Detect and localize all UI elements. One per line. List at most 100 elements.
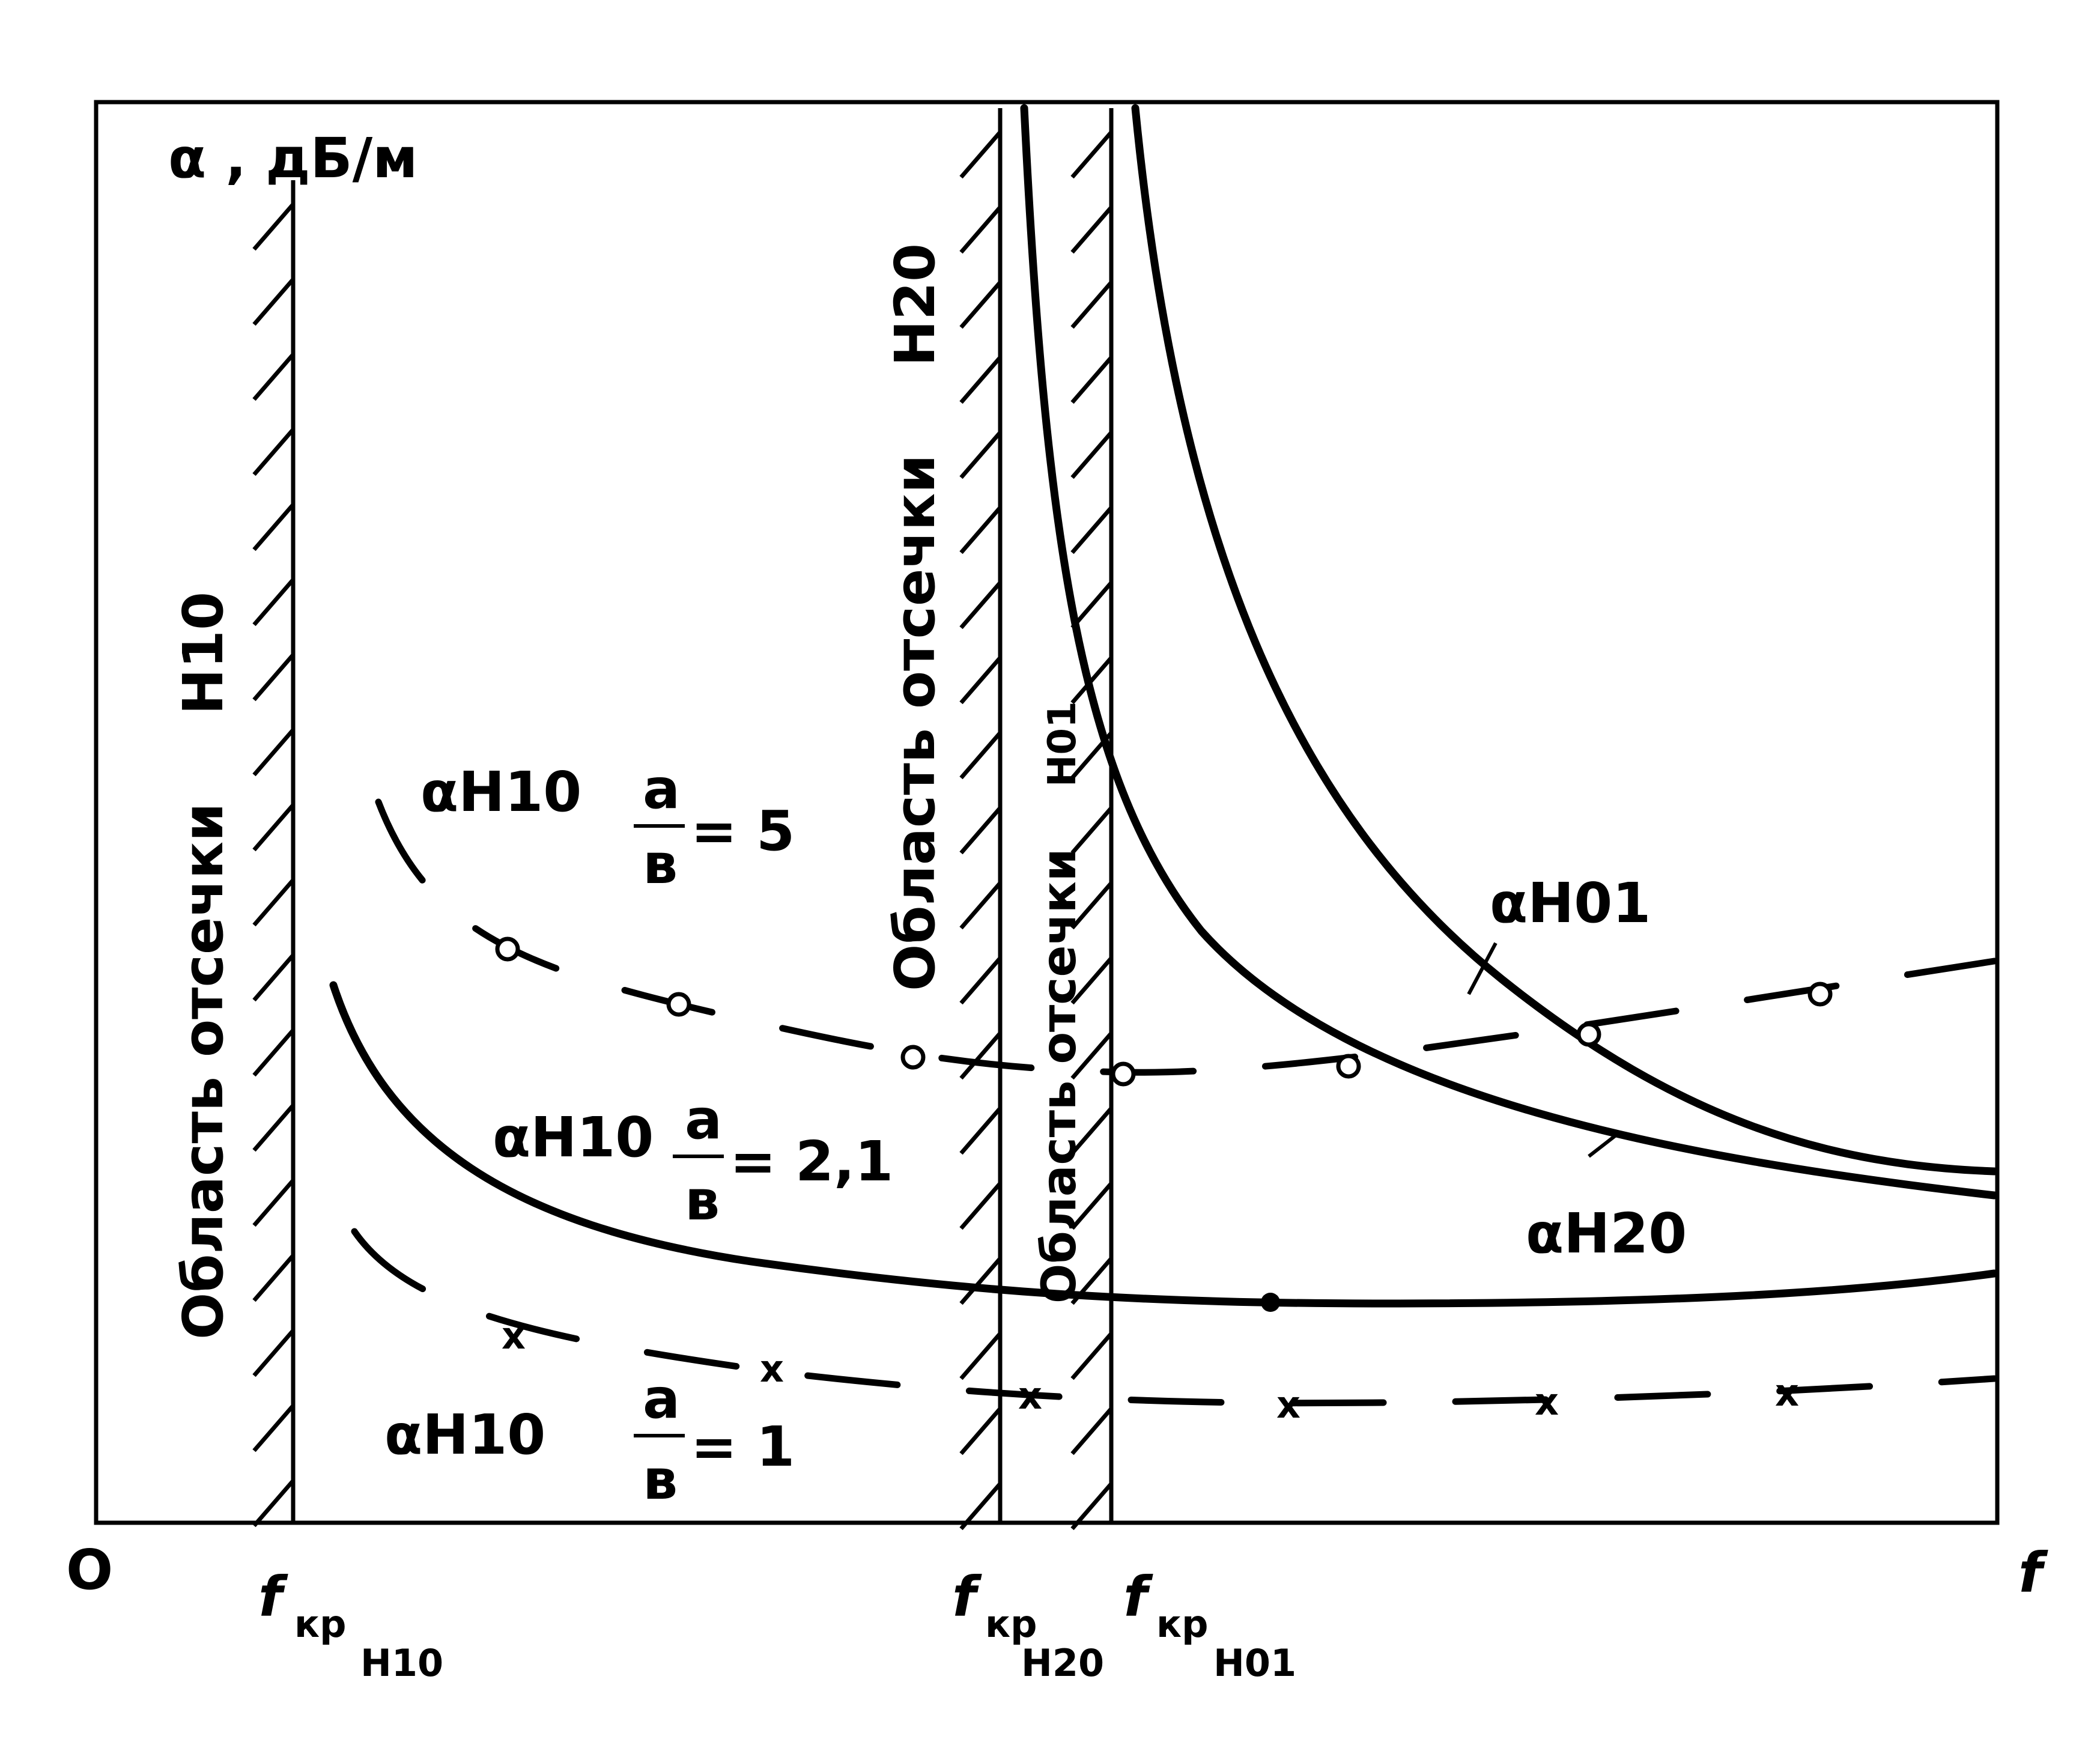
circle-marker (900, 1045, 926, 1070)
cutoff-sub1: кр (1156, 1602, 1208, 1646)
region-h20-label: Область отсечки H20 (883, 243, 947, 991)
hatch-tick (959, 356, 1002, 404)
hatch-tick (959, 431, 1002, 479)
ratio-value: = 5 (691, 799, 795, 863)
hatch-tick (252, 278, 295, 326)
circle-marker (666, 992, 691, 1017)
ratio-numerator: a (643, 757, 680, 821)
x-marker: x (502, 1314, 526, 1358)
hatch-h10 (252, 202, 295, 1528)
region-h01-text: Область отсечки (1033, 848, 1087, 1303)
hatch-tick (252, 878, 295, 927)
ratio-denominator: в (643, 832, 678, 896)
cutoff-label-h10: f кр H10 (258, 1565, 443, 1685)
ratio-numerator: a (643, 1367, 680, 1431)
region-h10-mode: H10 (171, 592, 235, 715)
hatch-tick (1070, 1106, 1113, 1155)
label-h20: αH20 (1526, 1134, 1687, 1266)
hatch-tick (959, 1031, 1002, 1080)
hatch-tick (252, 1479, 295, 1528)
curve-label: αH01 (1490, 871, 1651, 935)
hatch-tick (252, 653, 295, 702)
region-h10-text: Область отсечки (171, 803, 235, 1340)
hatch-tick (959, 281, 1002, 329)
cutoff-label-h20: f кр H20 (952, 1565, 1104, 1685)
hatch-tick (1070, 1407, 1113, 1455)
curve-h20 (1020, 104, 1998, 1200)
hatch-tick (959, 1182, 1002, 1230)
curve-h01 (1131, 104, 1998, 1176)
origin-label: O (66, 1538, 113, 1602)
hatch-tick (1070, 356, 1113, 404)
label-h10-ratio1: αH10 a в = 1 (384, 1367, 795, 1512)
curve-label: αH10 (420, 760, 581, 824)
hatch-tick (252, 578, 295, 627)
region-h20-text: Область отсечки (883, 455, 947, 992)
hatch-tick (959, 1332, 1002, 1380)
region-h10-label: Область отсечки H10 (171, 592, 235, 1340)
x-marker: x (1775, 1371, 1799, 1415)
x-axis-label: f (2018, 1541, 2048, 1605)
hatch-tick (959, 506, 1002, 554)
hatch-tick (1070, 1182, 1113, 1230)
hatch-tick (959, 806, 1002, 855)
region-h01-mode: H01 (1040, 701, 1085, 787)
ratio-numerator: a (685, 1087, 722, 1152)
hatch-tick (252, 1254, 295, 1302)
dot-marker (1261, 1293, 1280, 1312)
hatch-tick (252, 728, 295, 777)
hatch-tick (959, 1482, 1002, 1531)
hatch-tick (252, 1103, 295, 1152)
circle-marker (1807, 982, 1833, 1007)
hatch-tick (1070, 881, 1113, 930)
hatch-tick (1070, 205, 1113, 254)
hatch-tick (1070, 581, 1113, 630)
hatch-tick (252, 1028, 295, 1077)
cutoff-sub2: H10 (360, 1641, 443, 1685)
cutoff-label-h01: f кр H01 (1123, 1565, 1296, 1685)
hatch-tick (1070, 130, 1113, 179)
hatch-tick (1070, 956, 1113, 1005)
hatch-tick (252, 428, 295, 476)
circle-marker (1336, 1054, 1361, 1079)
cutoff-sub1: кр (294, 1602, 346, 1646)
hatch-tick (252, 1329, 295, 1377)
curve-h10-ratio5 (375, 798, 1998, 1076)
hatch-tick (1070, 431, 1113, 479)
region-h01-label: Область отсечки H01 (1033, 701, 1087, 1303)
hatch-tick (252, 503, 295, 551)
x-marker: x (760, 1347, 784, 1391)
hatch-tick (959, 130, 1002, 179)
hatch-tick (959, 656, 1002, 705)
hatch-tick (959, 1106, 1002, 1155)
curve-label: αH20 (1526, 1201, 1687, 1266)
hatch-tick (252, 1404, 295, 1452)
hatch-tick (1070, 1332, 1113, 1380)
curve-h10-ratio1 (351, 1228, 1998, 1407)
hatch-tick (959, 731, 1002, 780)
hatch-tick (959, 205, 1002, 254)
label-h10-ratio2-1: αH10 a в = 2,1 (493, 1087, 893, 1233)
markers-ratio5 (495, 936, 1833, 1087)
curve-label: αH10 (493, 1105, 654, 1170)
circle-marker (1111, 1061, 1136, 1087)
hatch-tick (1070, 806, 1113, 855)
leader-line (1467, 942, 1498, 995)
label-h10-ratio5: αH10 a в = 5 (420, 757, 795, 896)
x-marker: x (1276, 1383, 1300, 1427)
hatch-tick (252, 1179, 295, 1227)
region-h20-mode: H20 (883, 243, 947, 366)
cutoff-sub1: кр (985, 1602, 1037, 1646)
hatch-tick (959, 881, 1002, 930)
leader-line (1588, 1134, 1617, 1158)
curve-h10-ratio2-1 (329, 981, 1998, 1308)
plot-frame (94, 100, 2000, 1525)
hatch-tick (1070, 1482, 1113, 1531)
cutoff-f: f (1123, 1565, 1153, 1629)
ratio-value: = 2,1 (730, 1129, 893, 1194)
hatch-tick (959, 1407, 1002, 1455)
circle-marker (495, 936, 520, 962)
hatch-tick (1070, 281, 1113, 329)
cutoff-sub2: H20 (1021, 1641, 1104, 1685)
